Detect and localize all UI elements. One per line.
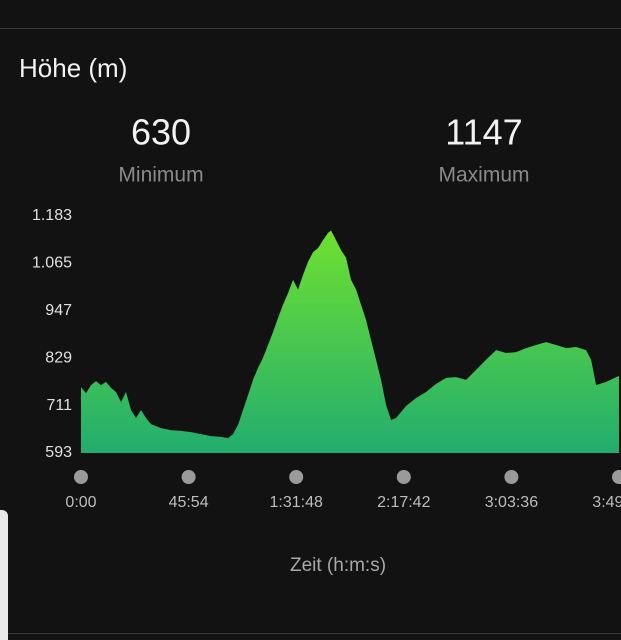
y-tick-label: 593	[45, 444, 72, 461]
y-tick-label: 947	[45, 302, 72, 319]
elevation-area	[81, 230, 619, 453]
stat-label: Maximum	[438, 164, 529, 187]
side-tab	[0, 510, 8, 640]
chart-title: Höhe (m)	[19, 53, 127, 83]
y-tick-label: 1.065	[32, 255, 72, 272]
x-tick-label: 1:31:48	[270, 494, 323, 511]
x-tick-dot	[181, 470, 196, 484]
x-tick-label: 3:03:36	[485, 494, 538, 511]
y-tick-label: 711	[46, 397, 72, 414]
x-tick-dot	[289, 470, 304, 484]
x-tick-dot	[74, 470, 88, 484]
x-tick-dot	[612, 470, 621, 484]
x-tick-dot	[504, 470, 519, 484]
stat-value: 1147	[445, 112, 522, 153]
x-tick-label: 2:17:42	[377, 494, 430, 511]
y-tick-label: 829	[45, 349, 72, 366]
stat-value: 630	[131, 112, 191, 153]
x-axis-title: Zeit (h:m:s)	[290, 555, 386, 576]
x-tick-label: 0:00	[65, 494, 96, 511]
x-tick-label: 45:54	[169, 494, 209, 511]
x-tick-label: 3:49:30	[592, 494, 621, 511]
y-tick-label: 1.183	[32, 207, 72, 224]
x-tick-dot	[396, 470, 411, 484]
stat-label: Minimum	[118, 164, 203, 187]
